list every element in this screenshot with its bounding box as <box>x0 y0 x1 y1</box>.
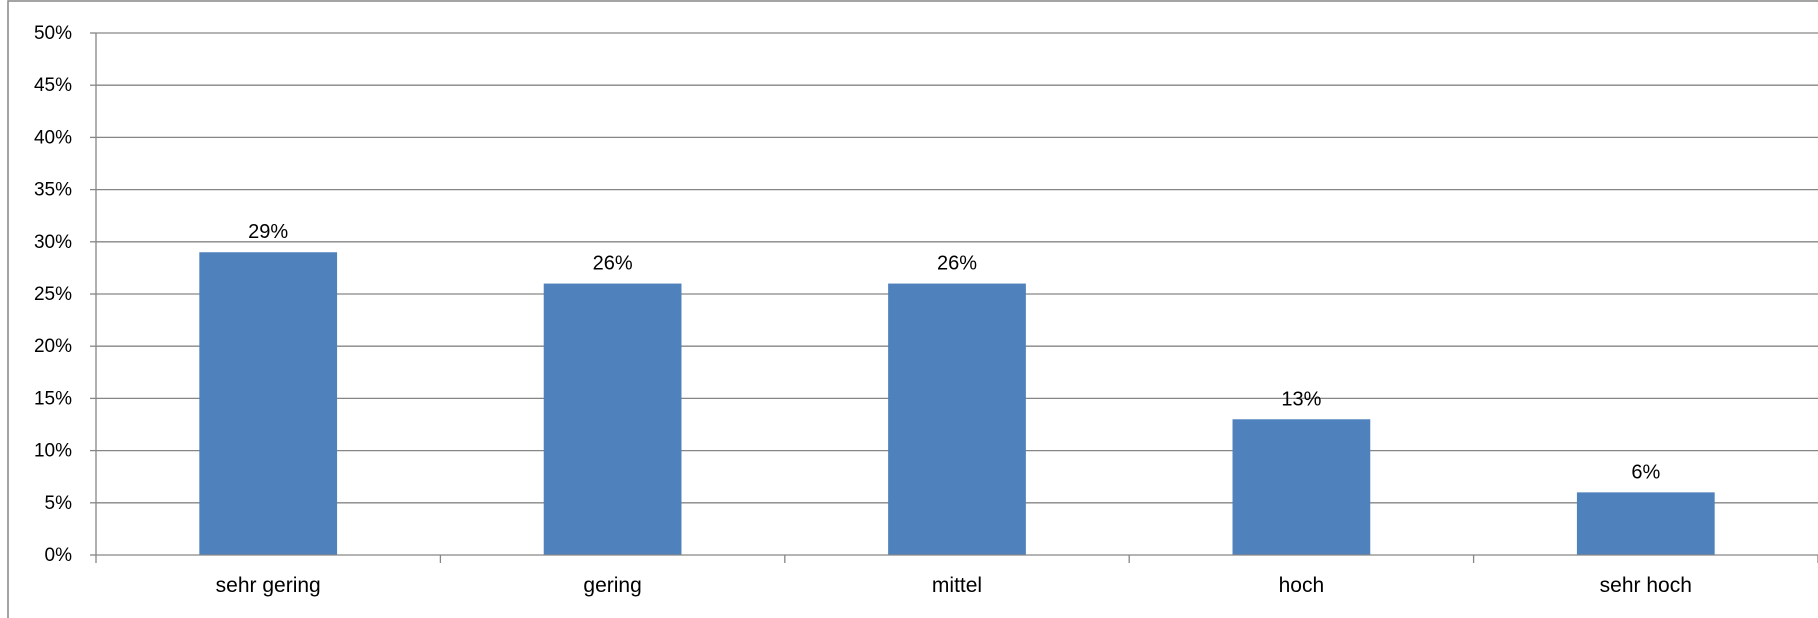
y-tick-label: 40% <box>34 127 72 148</box>
chart-border <box>7 0 1818 618</box>
bar <box>1576 492 1715 555</box>
bar <box>199 252 338 556</box>
x-category-label: mittel <box>932 574 982 597</box>
y-tick-label: 5% <box>45 493 73 514</box>
bars <box>199 252 1715 556</box>
bar <box>1232 419 1371 555</box>
y-tick-label: 35% <box>34 180 72 201</box>
data-label: 26% <box>937 253 977 275</box>
labels: 0% 5% 10% 15% 20% 25% 30% 35% 40% 45% 50% 29% sehr g… <box>34 23 1692 597</box>
bar <box>888 283 1026 555</box>
y-tick-label: 25% <box>34 284 72 305</box>
data-label: 6% <box>1631 461 1660 483</box>
y-tick-label: 15% <box>34 388 72 409</box>
x-category-label: sehr hoch <box>1600 574 1692 597</box>
data-label: 29% <box>248 221 288 243</box>
y-tick-label: 10% <box>34 441 72 462</box>
data-label: 13% <box>1281 388 1321 410</box>
x-category-label: sehr gering <box>216 574 321 597</box>
y-tick-label: 45% <box>34 75 72 96</box>
bar <box>543 283 682 555</box>
y-tick-label: 30% <box>34 232 72 253</box>
x-category-label: hoch <box>1279 574 1325 597</box>
axes <box>90 32 1818 563</box>
x-category-label: gering <box>583 574 641 597</box>
data-label: 26% <box>593 253 633 275</box>
y-tick-label: 0% <box>45 545 73 566</box>
y-tick-label: 50% <box>34 23 72 44</box>
y-tick-label: 20% <box>34 336 72 357</box>
